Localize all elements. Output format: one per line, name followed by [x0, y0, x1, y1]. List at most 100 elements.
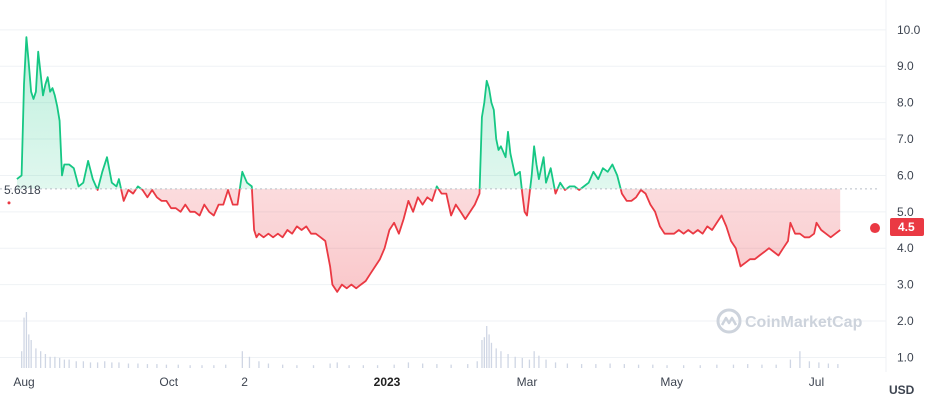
volume-bar	[89, 362, 92, 368]
y-tick-label: 7.0	[897, 132, 914, 146]
volume-bar	[49, 356, 51, 368]
x-tick-label: 2	[241, 375, 248, 389]
volume-bar	[96, 362, 99, 368]
volume-bar	[75, 361, 77, 368]
volume-bar	[118, 362, 120, 368]
volume-bar	[362, 365, 364, 368]
volume-bar	[329, 363, 331, 368]
volume-bar	[393, 364, 395, 368]
x-tick-label: Oct	[159, 375, 178, 389]
volume-bar	[137, 363, 139, 368]
volume-bars	[21, 312, 839, 368]
volume-bar	[282, 364, 284, 368]
y-tick-label: 10.0	[897, 23, 921, 37]
volume-bar	[213, 365, 215, 368]
y-tick-label: 5.0	[897, 205, 914, 219]
volume-bar	[165, 364, 168, 368]
volume-bar	[82, 361, 85, 368]
volume-bar	[54, 356, 56, 368]
volume-bar	[28, 334, 30, 368]
price-line-down	[96, 188, 841, 293]
volume-bar	[35, 348, 37, 368]
volume-bar	[127, 363, 130, 368]
volume-bar	[580, 364, 583, 368]
volume-bar	[241, 351, 243, 368]
volume-bar	[761, 364, 763, 368]
volume-bar	[486, 326, 488, 368]
volume-bar	[63, 359, 66, 368]
volume-bar	[789, 359, 792, 368]
x-tick-label: Aug	[13, 375, 34, 389]
volume-bar	[422, 363, 424, 368]
x-tick-label: Jul	[809, 375, 824, 389]
volume-bar	[818, 362, 820, 368]
volume-bar	[296, 365, 298, 368]
x-tick-label: May	[660, 375, 683, 389]
volume-bar	[336, 362, 338, 368]
y-tick-label: 8.0	[897, 96, 914, 110]
volume-bar	[799, 351, 801, 368]
volume-bar	[595, 364, 597, 368]
volume-bar	[666, 365, 668, 368]
volume-bar	[483, 337, 485, 368]
volume-bar	[538, 355, 540, 368]
volume-bar	[156, 364, 158, 368]
volume-bar	[545, 359, 547, 368]
x-tick-label: Mar	[517, 375, 538, 389]
volume-bar	[682, 365, 685, 368]
volume-bar	[528, 359, 531, 368]
volume-bar	[507, 354, 509, 368]
watermark-text: CoinMarketCap	[745, 314, 863, 331]
y-tick-label: 4.0	[897, 241, 914, 255]
y-tick-label: 9.0	[897, 59, 914, 73]
volume-bar	[68, 359, 70, 368]
volume-bar	[775, 364, 777, 368]
volume-bar	[521, 357, 523, 368]
x-axis: Aug Oct 2 2023 Mar May Jul	[13, 375, 824, 389]
baseline-marker	[7, 201, 11, 205]
volume-bar	[467, 364, 469, 368]
volume-bar	[267, 363, 270, 368]
volume-bar	[23, 317, 25, 368]
volume-bar	[189, 365, 191, 368]
area-fill-above-baseline	[16, 37, 841, 189]
volume-bar	[609, 363, 611, 368]
volume-bar	[747, 364, 749, 368]
y-tick-label: 2.0	[897, 314, 914, 328]
volume-bar	[201, 365, 203, 368]
volume-bar	[716, 364, 718, 368]
current-price-badge: 4.5	[890, 218, 924, 237]
volume-bar	[514, 356, 516, 368]
volume-bar	[225, 364, 227, 368]
coinmarketcap-watermark: CoinMarketCap	[716, 308, 863, 334]
volume-bar	[58, 357, 61, 368]
volume-bar	[111, 362, 113, 368]
volume-bar	[732, 364, 735, 368]
volume-bar	[500, 351, 502, 368]
volume-bar	[488, 334, 490, 368]
volume-bar	[40, 351, 42, 368]
y-tick-label: 6.0	[897, 168, 914, 182]
volume-bar	[827, 363, 830, 368]
volume-bar	[623, 364, 625, 368]
volume-bar	[407, 362, 410, 368]
volume-bar	[146, 364, 149, 368]
volume-bar	[637, 364, 640, 368]
current-price-dot	[870, 223, 880, 234]
volume-bar	[495, 348, 497, 368]
volume-bar	[554, 362, 557, 368]
volume-bar	[436, 364, 438, 368]
volume-bar	[450, 364, 452, 368]
volume-bar	[177, 364, 179, 368]
volume-bar	[566, 363, 569, 368]
volume-bar	[699, 365, 701, 368]
volume-bar	[490, 342, 493, 368]
y-axis: 1.0 2.0 3.0 4.0 5.0 6.0 7.0 8.0 9.0 10.0	[897, 23, 921, 365]
volume-bar	[837, 364, 839, 368]
current-price-label: 4.5	[898, 220, 915, 234]
x-tick-label: 2023	[374, 375, 401, 389]
grid-lines	[0, 29, 886, 358]
volume-bar	[376, 365, 379, 368]
volume-bar	[258, 361, 260, 368]
